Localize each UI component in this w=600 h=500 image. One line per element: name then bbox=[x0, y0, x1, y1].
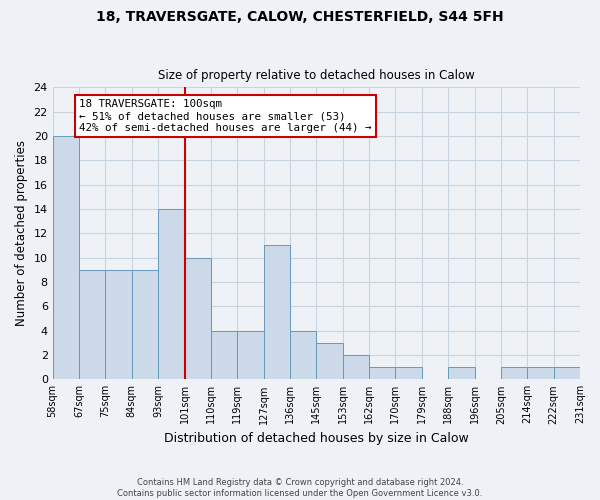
Bar bbox=[185, 258, 211, 380]
Bar bbox=[448, 367, 475, 380]
Bar bbox=[53, 136, 79, 380]
Bar bbox=[132, 270, 158, 380]
Bar bbox=[79, 270, 106, 380]
Bar bbox=[369, 367, 395, 380]
X-axis label: Distribution of detached houses by size in Calow: Distribution of detached houses by size … bbox=[164, 432, 469, 445]
Text: 18, TRAVERSGATE, CALOW, CHESTERFIELD, S44 5FH: 18, TRAVERSGATE, CALOW, CHESTERFIELD, S4… bbox=[96, 10, 504, 24]
Bar bbox=[343, 355, 369, 380]
Bar bbox=[106, 270, 132, 380]
Text: Contains HM Land Registry data © Crown copyright and database right 2024.
Contai: Contains HM Land Registry data © Crown c… bbox=[118, 478, 482, 498]
Bar bbox=[501, 367, 527, 380]
Bar bbox=[290, 330, 316, 380]
Title: Size of property relative to detached houses in Calow: Size of property relative to detached ho… bbox=[158, 69, 475, 82]
Bar bbox=[527, 367, 554, 380]
Bar bbox=[554, 367, 580, 380]
Y-axis label: Number of detached properties: Number of detached properties bbox=[15, 140, 28, 326]
Bar bbox=[211, 330, 237, 380]
Bar bbox=[395, 367, 422, 380]
Bar bbox=[237, 330, 263, 380]
Bar bbox=[263, 246, 290, 380]
Text: 18 TRAVERSGATE: 100sqm
← 51% of detached houses are smaller (53)
42% of semi-det: 18 TRAVERSGATE: 100sqm ← 51% of detached… bbox=[79, 100, 371, 132]
Bar bbox=[316, 343, 343, 380]
Bar bbox=[158, 209, 185, 380]
